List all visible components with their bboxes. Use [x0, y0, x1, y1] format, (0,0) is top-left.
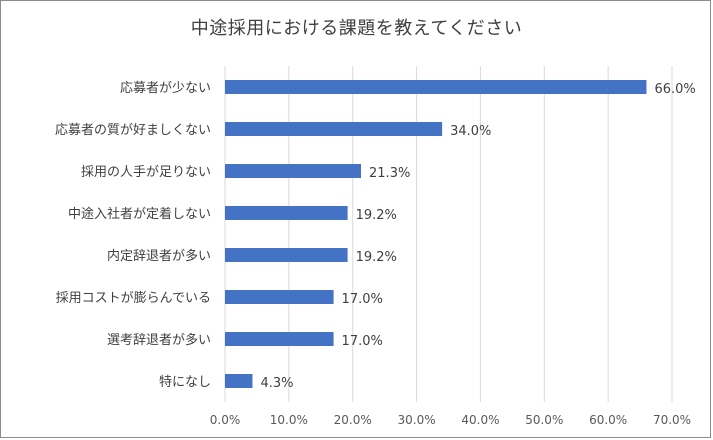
x-axis-ticks: 0.0% 10.0% 20.0% 30.0% 40.0% 50.0% 60.0% 70.0% — [210, 413, 691, 427]
x-tick-label: 0.0% — [210, 413, 241, 427]
data-label: 17.0% — [342, 292, 383, 307]
bar — [225, 248, 348, 262]
category-label: 特になし — [159, 375, 211, 390]
bar — [225, 80, 647, 94]
bar — [225, 122, 443, 136]
bar — [225, 290, 334, 304]
data-label: 17.0% — [342, 334, 383, 349]
bar — [225, 164, 362, 178]
category-label: 中途入社者が定着しない — [68, 206, 211, 222]
x-tick-label: 60.0% — [589, 413, 627, 427]
category-label: 内定辞退者が多い — [107, 248, 211, 264]
x-tick-label: 40.0% — [461, 413, 499, 427]
data-label: 66.0% — [654, 82, 695, 97]
labels: 応募者が少ない 66.0% 応募者の質が好ましくない 34.0% 採用の人手が足りない 2… — [55, 81, 696, 391]
category-label: 応募者が少ない — [120, 81, 211, 96]
bar — [225, 374, 253, 388]
x-tick-label: 50.0% — [525, 413, 563, 427]
bars — [225, 80, 647, 388]
data-label: 4.3% — [260, 376, 293, 391]
gridlines — [288, 66, 673, 402]
x-tick-label: 10.0% — [270, 413, 308, 427]
x-tick-label: 30.0% — [398, 413, 436, 427]
category-label: 選考辞退者が多い — [107, 332, 211, 348]
chart-title: 中途採用における課題を教えてください — [190, 18, 523, 39]
category-label: 採用コストが膨らんでいる — [56, 291, 211, 306]
data-label: 19.2% — [356, 250, 397, 265]
x-tick-label: 20.0% — [334, 413, 372, 427]
x-tick-label: 70.0% — [653, 413, 691, 427]
data-label: 19.2% — [356, 208, 397, 223]
category-label: 応募者の質が好ましくない — [55, 123, 211, 138]
data-label: 21.3% — [369, 166, 410, 181]
bar — [225, 332, 334, 346]
data-label: 34.0% — [450, 124, 491, 139]
bar — [225, 206, 348, 220]
category-label: 採用の人手が足りない — [81, 165, 211, 180]
